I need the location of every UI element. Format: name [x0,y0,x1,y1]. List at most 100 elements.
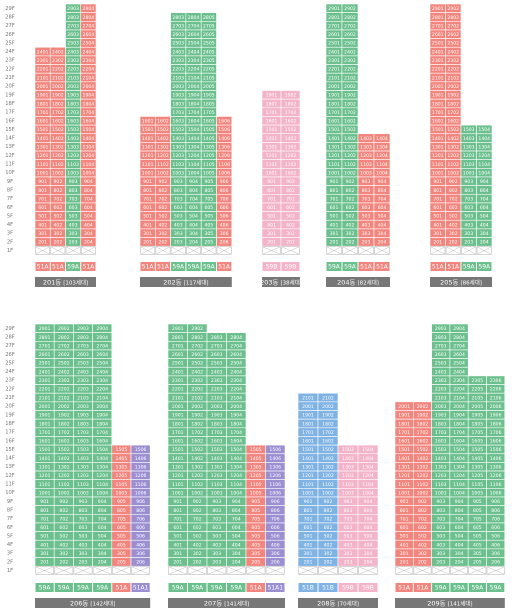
unit-number: 2104 [96,395,108,401]
unit-number: 1202 [447,153,459,159]
pilotis-cross [262,246,281,255]
unit-type: 59A [490,584,503,591]
pilotis-cross [476,246,492,255]
unit-number: 404 [84,222,93,228]
unit-number: 1602 [417,439,429,445]
unit-number: 1001 [172,490,184,496]
pilotis-cross [201,246,217,255]
unit-number: 903 [69,179,78,185]
unit-number: 605 [204,205,213,211]
unit-number: 1406 [490,456,502,462]
unit-number: 301 [143,231,152,237]
unit-number: 205 [117,560,126,566]
unit-number: 901 [433,179,442,185]
unit-number: 1001 [266,170,278,176]
unit-number: 2001 [37,84,49,90]
unit-number: 803 [79,508,88,514]
type-box [227,583,246,592]
pilotis-cross [395,566,413,575]
section: 29F 28F 27F 26F 25F 24F 23F 22F 21F 20F 19F 18F 17F 1… [5,3,493,287]
unit-number: 1801 [39,421,51,427]
unit-number: 303 [344,551,353,557]
unit-number: 1902 [58,413,70,419]
unit-number: 901 [304,499,313,505]
unit-number: 2103 [77,395,89,401]
unit-number: 1504 [453,447,465,453]
unit-number: 1102 [344,162,356,168]
type-box [487,583,505,592]
unit-number: 2404 [83,49,95,55]
unit-number: 604 [189,205,198,211]
unit-number: 802 [346,188,355,194]
building-bar [298,598,378,608]
unit-number: 502 [449,214,458,220]
unit-number: 1503 [211,447,223,453]
pilotis-cross [65,246,81,255]
unit-number: 903 [174,179,183,185]
unit-number: 1103 [172,162,184,168]
unit-number: 1904 [453,413,465,419]
unit-number: 2604 [83,32,95,38]
unit-number: 806 [136,508,145,514]
unit-number: 2503 [77,361,89,367]
type-box [318,583,338,592]
unit-number: 1604 [453,439,465,445]
floor-label: 26F [5,352,15,358]
pilotis-cross [207,566,227,575]
pilotis-cross [358,246,374,255]
building-label: 205동 [86세대] [440,278,482,287]
unit-number: 404 [189,222,198,228]
unit-number: 1304 [96,465,108,471]
unit-number: 703 [362,196,371,202]
unit-number: 505 [117,534,126,540]
unit-number: 2302 [447,58,459,64]
unit-number: 2301 [172,378,184,384]
pilotis-cross [445,246,461,255]
unit-number: 801 [173,508,182,514]
unit-number: 2003 [77,404,89,410]
unit-number: 2105 [203,75,215,81]
unit-type: 59A [96,584,109,591]
unit-number: 1205 [203,153,215,159]
unit-type: 51A [432,263,445,270]
unit-number: 1106 [490,482,502,488]
unit-number: 602 [346,205,355,211]
unit-number: 703 [436,516,445,522]
unit-number: 2805 [203,15,215,21]
floor-label: 10F [5,170,15,176]
unit-cell [216,237,233,247]
unit-number: 502 [53,214,62,220]
floor-label: 8F [7,187,13,193]
unit-number: 701 [330,196,339,202]
unit-type: 59A [191,584,204,591]
unit-number: 1503 [463,127,475,133]
unit-number: 1102 [191,482,203,488]
unit-number: 1104 [478,162,490,168]
unit-number: 402 [159,222,168,228]
unit-number: 401 [38,222,47,228]
unit-number: 2902 [447,6,459,12]
unit-number: 2005 [203,84,215,90]
unit-number: 1602 [157,119,169,125]
unit-number: 1103 [67,162,79,168]
unit-number: 1801 [172,421,184,427]
unit-number: 1002 [322,490,334,496]
unit-number: 1101 [328,162,340,168]
unit-number: 2302 [52,58,64,64]
unit-number: 2404 [453,369,465,375]
unit-number: 1604 [230,439,242,445]
unit-number: 703 [79,516,88,522]
unit-number: 1204 [188,153,200,159]
unit-number: 2403 [67,49,79,55]
unit-number: 503 [212,534,221,540]
building-name: 202동 [163,278,181,286]
unit-number: 2002 [344,84,356,90]
unit-number: 2201 [37,67,49,73]
unit-number: 702 [324,516,333,522]
unit-number: 2902 [344,6,356,12]
unit-number: 2704 [83,23,95,29]
unit-number: 1204 [230,473,242,479]
building: 2101 2001 1901 1801 1701 1601 1501 1401 1301 1201… [297,392,379,608]
unit-number: 2703 [67,23,79,29]
unit-number: 1106 [135,482,147,488]
